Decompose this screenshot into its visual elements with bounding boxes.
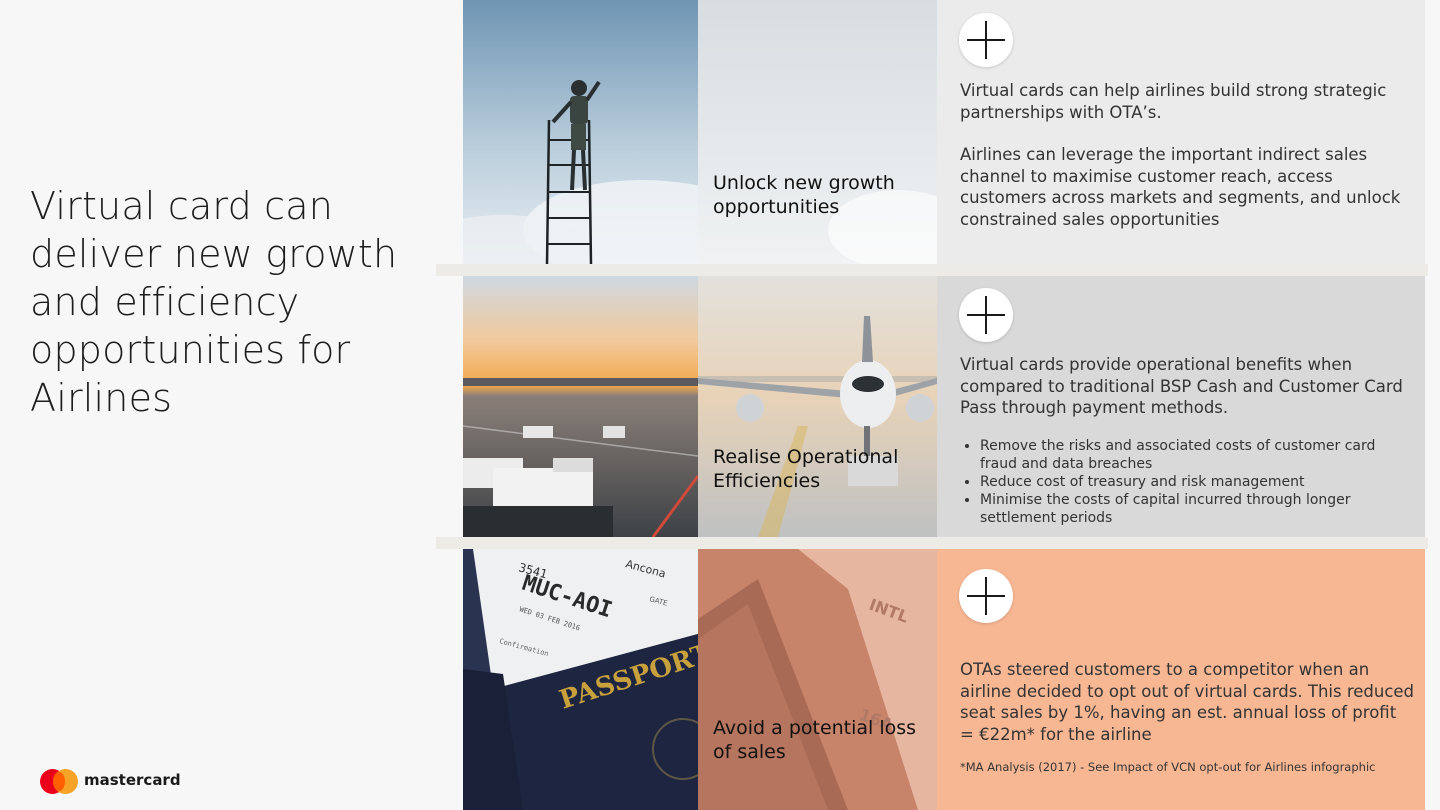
logo-overlap — [53, 772, 65, 791]
boarding-pass-photo: 3541 Ancona MUC-AOI WED 03 FEB 2016 GATE… — [463, 549, 698, 810]
growth-row: Unlock new growth opportunities Virtual … — [463, 0, 1425, 264]
sales-label: Avoid a potential loss of sales — [713, 717, 917, 763]
expand-plus-icon[interactable] — [959, 288, 1013, 342]
mastercard-logo: mastercard — [40, 769, 181, 795]
airport-apron-photo — [463, 276, 698, 537]
sales-footnote: *MA Analysis (2017) - See Impact of VCN … — [960, 760, 1376, 774]
sales-row: 3541 Ancona MUC-AOI WED 03 FEB 2016 GATE… — [463, 549, 1425, 810]
efficiency-text: Virtual cards provide operational benefi… — [960, 354, 1415, 527]
growth-label: Unlock new growth opportunities — [713, 172, 895, 218]
row-divider — [436, 537, 1428, 549]
sales-text: OTAs steered customers to a competitor w… — [960, 659, 1415, 766]
efficiency-panel: Virtual cards provide operational benefi… — [937, 276, 1425, 537]
row-divider — [436, 264, 1428, 276]
airplane-backdrop: Realise Operational Efficiencies — [698, 276, 937, 537]
efficiency-row: Realise Operational Efficiencies Virtual… — [463, 276, 1425, 537]
bullet-item: Remove the risks and associated costs of… — [980, 437, 1415, 473]
expand-plus-icon[interactable] — [959, 569, 1013, 623]
ladder-photo — [463, 0, 698, 264]
page-headline: Virtual card can deliver new growth and … — [30, 184, 398, 420]
growth-paragraph-1: Virtual cards can help airlines build st… — [960, 81, 1387, 122]
bullet-item: Minimise the costs of capital incurred t… — [980, 491, 1415, 527]
efficiency-label: Realise Operational Efficiencies — [713, 446, 899, 492]
growth-text: Virtual cards can help airlines build st… — [960, 80, 1415, 251]
logo-wordmark: mastercard — [84, 771, 181, 789]
sales-paragraph: OTAs steered customers to a competitor w… — [960, 660, 1415, 744]
efficiency-bullet-list: Remove the risks and associated costs of… — [960, 437, 1415, 527]
bullet-item: Reduce cost of treasury and risk managem… — [980, 473, 1415, 491]
sales-panel: OTAs steered customers to a competitor w… — [937, 549, 1425, 810]
efficiency-paragraph: Virtual cards provide operational benefi… — [960, 355, 1403, 417]
sky-backdrop: Unlock new growth opportunities — [698, 0, 937, 264]
ticket-backdrop: INTL 16A Avoid a potential loss of sales — [698, 549, 937, 810]
expand-plus-icon[interactable] — [959, 13, 1013, 67]
growth-panel: Virtual cards can help airlines build st… — [937, 0, 1425, 264]
growth-paragraph-2: Airlines can leverage the important indi… — [960, 145, 1401, 229]
